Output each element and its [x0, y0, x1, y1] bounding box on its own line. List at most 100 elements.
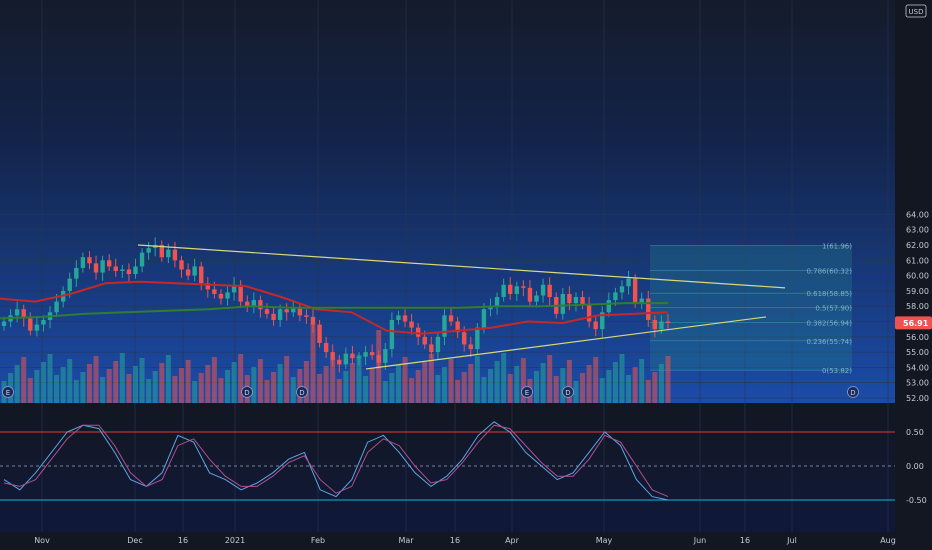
candle-body: [277, 309, 283, 320]
oscillator-line-k: [3, 421, 669, 501]
volume-bar: [290, 377, 296, 403]
event-marker[interactable]: [296, 386, 308, 398]
event-marker[interactable]: [562, 386, 574, 398]
volume-bar: [277, 364, 283, 403]
currency-label: USD: [909, 8, 924, 16]
volume-bar: [461, 372, 467, 403]
candle-body: [415, 327, 421, 337]
volume-bar: [303, 361, 309, 403]
candle-body: [192, 266, 197, 276]
time-tick-label: Aug: [880, 536, 896, 545]
volume-bar: [349, 363, 355, 403]
osc-tick-label: -0.50: [906, 496, 927, 505]
fibonacci-levels: 1(61.96) 0.786(60.32) 0.618(58.85) 0.5(57.9…: [650, 243, 852, 375]
candle-body: [231, 284, 237, 293]
candle-body: [468, 344, 473, 350]
last-price-label: 56.91: [903, 319, 929, 328]
volume-bar: [632, 367, 638, 403]
price-tick-label: 59.00: [906, 287, 929, 296]
candle-body: [185, 269, 191, 276]
volume-bar: [540, 363, 546, 403]
volume-bar: [21, 357, 27, 403]
volume-bar: [415, 370, 421, 403]
event-marker[interactable]: [2, 386, 14, 398]
volume-bar: [205, 365, 211, 403]
grid: [0, 0, 895, 532]
main-pane-bg: [0, 0, 895, 403]
candle-body: [238, 284, 243, 302]
volume-bar: [165, 355, 171, 403]
oscillator-axis-ticks: 0.50 0.00 -0.50: [906, 428, 927, 505]
candle-body: [409, 321, 414, 328]
candle-body: [626, 278, 631, 287]
candle-body: [586, 304, 592, 322]
volume-bar: [441, 367, 447, 403]
candle-body: [205, 283, 211, 290]
candle-body: [461, 332, 467, 345]
volume-bar: [126, 374, 132, 403]
fib-label: 1(61.96): [822, 243, 852, 251]
volume-bar: [60, 367, 66, 403]
candle-body: [87, 257, 92, 264]
fib-label: 0(53.82): [822, 367, 852, 375]
currency-badge[interactable]: [905, 4, 927, 18]
volume-bar: [73, 380, 79, 403]
volume-bar: [560, 368, 566, 403]
time-tick-label: Jul: [786, 536, 797, 545]
volume-bar: [626, 375, 632, 403]
candle-body: [74, 267, 79, 279]
candles: [1, 237, 671, 373]
volume-bar: [251, 367, 257, 403]
price-tick-label: 60.00: [906, 272, 929, 281]
volume-bar: [553, 376, 559, 403]
volume-bar: [27, 378, 33, 403]
volume-bar: [363, 376, 369, 403]
candle-body: [632, 278, 638, 304]
last-price-tag: [895, 316, 932, 330]
volume-bars: [1, 323, 671, 403]
volume-bar: [573, 381, 579, 403]
event-marker[interactable]: [241, 386, 253, 398]
event-marker[interactable]: [847, 386, 859, 398]
candle-body: [297, 307, 303, 316]
candle-body: [508, 284, 513, 294]
event-marker-label: E: [6, 389, 10, 397]
candle-body: [14, 309, 20, 316]
volume-bar: [494, 361, 500, 403]
volume-bar: [507, 374, 513, 403]
candle-body: [330, 352, 335, 360]
candle-body: [514, 286, 519, 294]
moving-average-red: [0, 280, 669, 335]
time-tick-label: Dec: [127, 536, 142, 545]
candle-body: [369, 352, 375, 356]
time-tick-label: Mar: [398, 536, 414, 545]
volume-bar: [409, 378, 415, 403]
volume-bar: [468, 364, 474, 403]
volume-bar: [599, 378, 605, 403]
volume-bar: [47, 354, 53, 403]
event-marker[interactable]: [521, 386, 533, 398]
trendline-lower[interactable]: [365, 316, 767, 370]
event-marker-label: D: [244, 389, 249, 397]
trendline-upper[interactable]: [137, 244, 786, 289]
candle-body: [245, 301, 250, 307]
candle-body: [593, 321, 598, 330]
event-marker-label: D: [850, 389, 855, 397]
volume-bar: [34, 370, 40, 403]
volume-bar: [514, 366, 520, 403]
candle-body: [225, 292, 230, 299]
volume-bar: [389, 373, 395, 403]
volume-bar: [185, 360, 191, 403]
volume-bar: [86, 364, 92, 403]
candle-body: [396, 315, 401, 320]
candle-body: [547, 284, 552, 298]
osc-tick-label: 0.00: [906, 462, 924, 471]
volume-bar: [369, 368, 375, 403]
candle-body: [481, 309, 487, 328]
fib-label: 0.382(56.94): [806, 319, 852, 327]
time-tick-label: May: [596, 536, 613, 545]
candle-body: [665, 321, 671, 324]
candle-body: [139, 252, 145, 267]
